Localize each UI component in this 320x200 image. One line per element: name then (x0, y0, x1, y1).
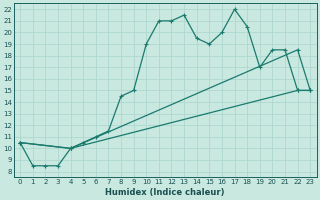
X-axis label: Humidex (Indice chaleur): Humidex (Indice chaleur) (106, 188, 225, 197)
